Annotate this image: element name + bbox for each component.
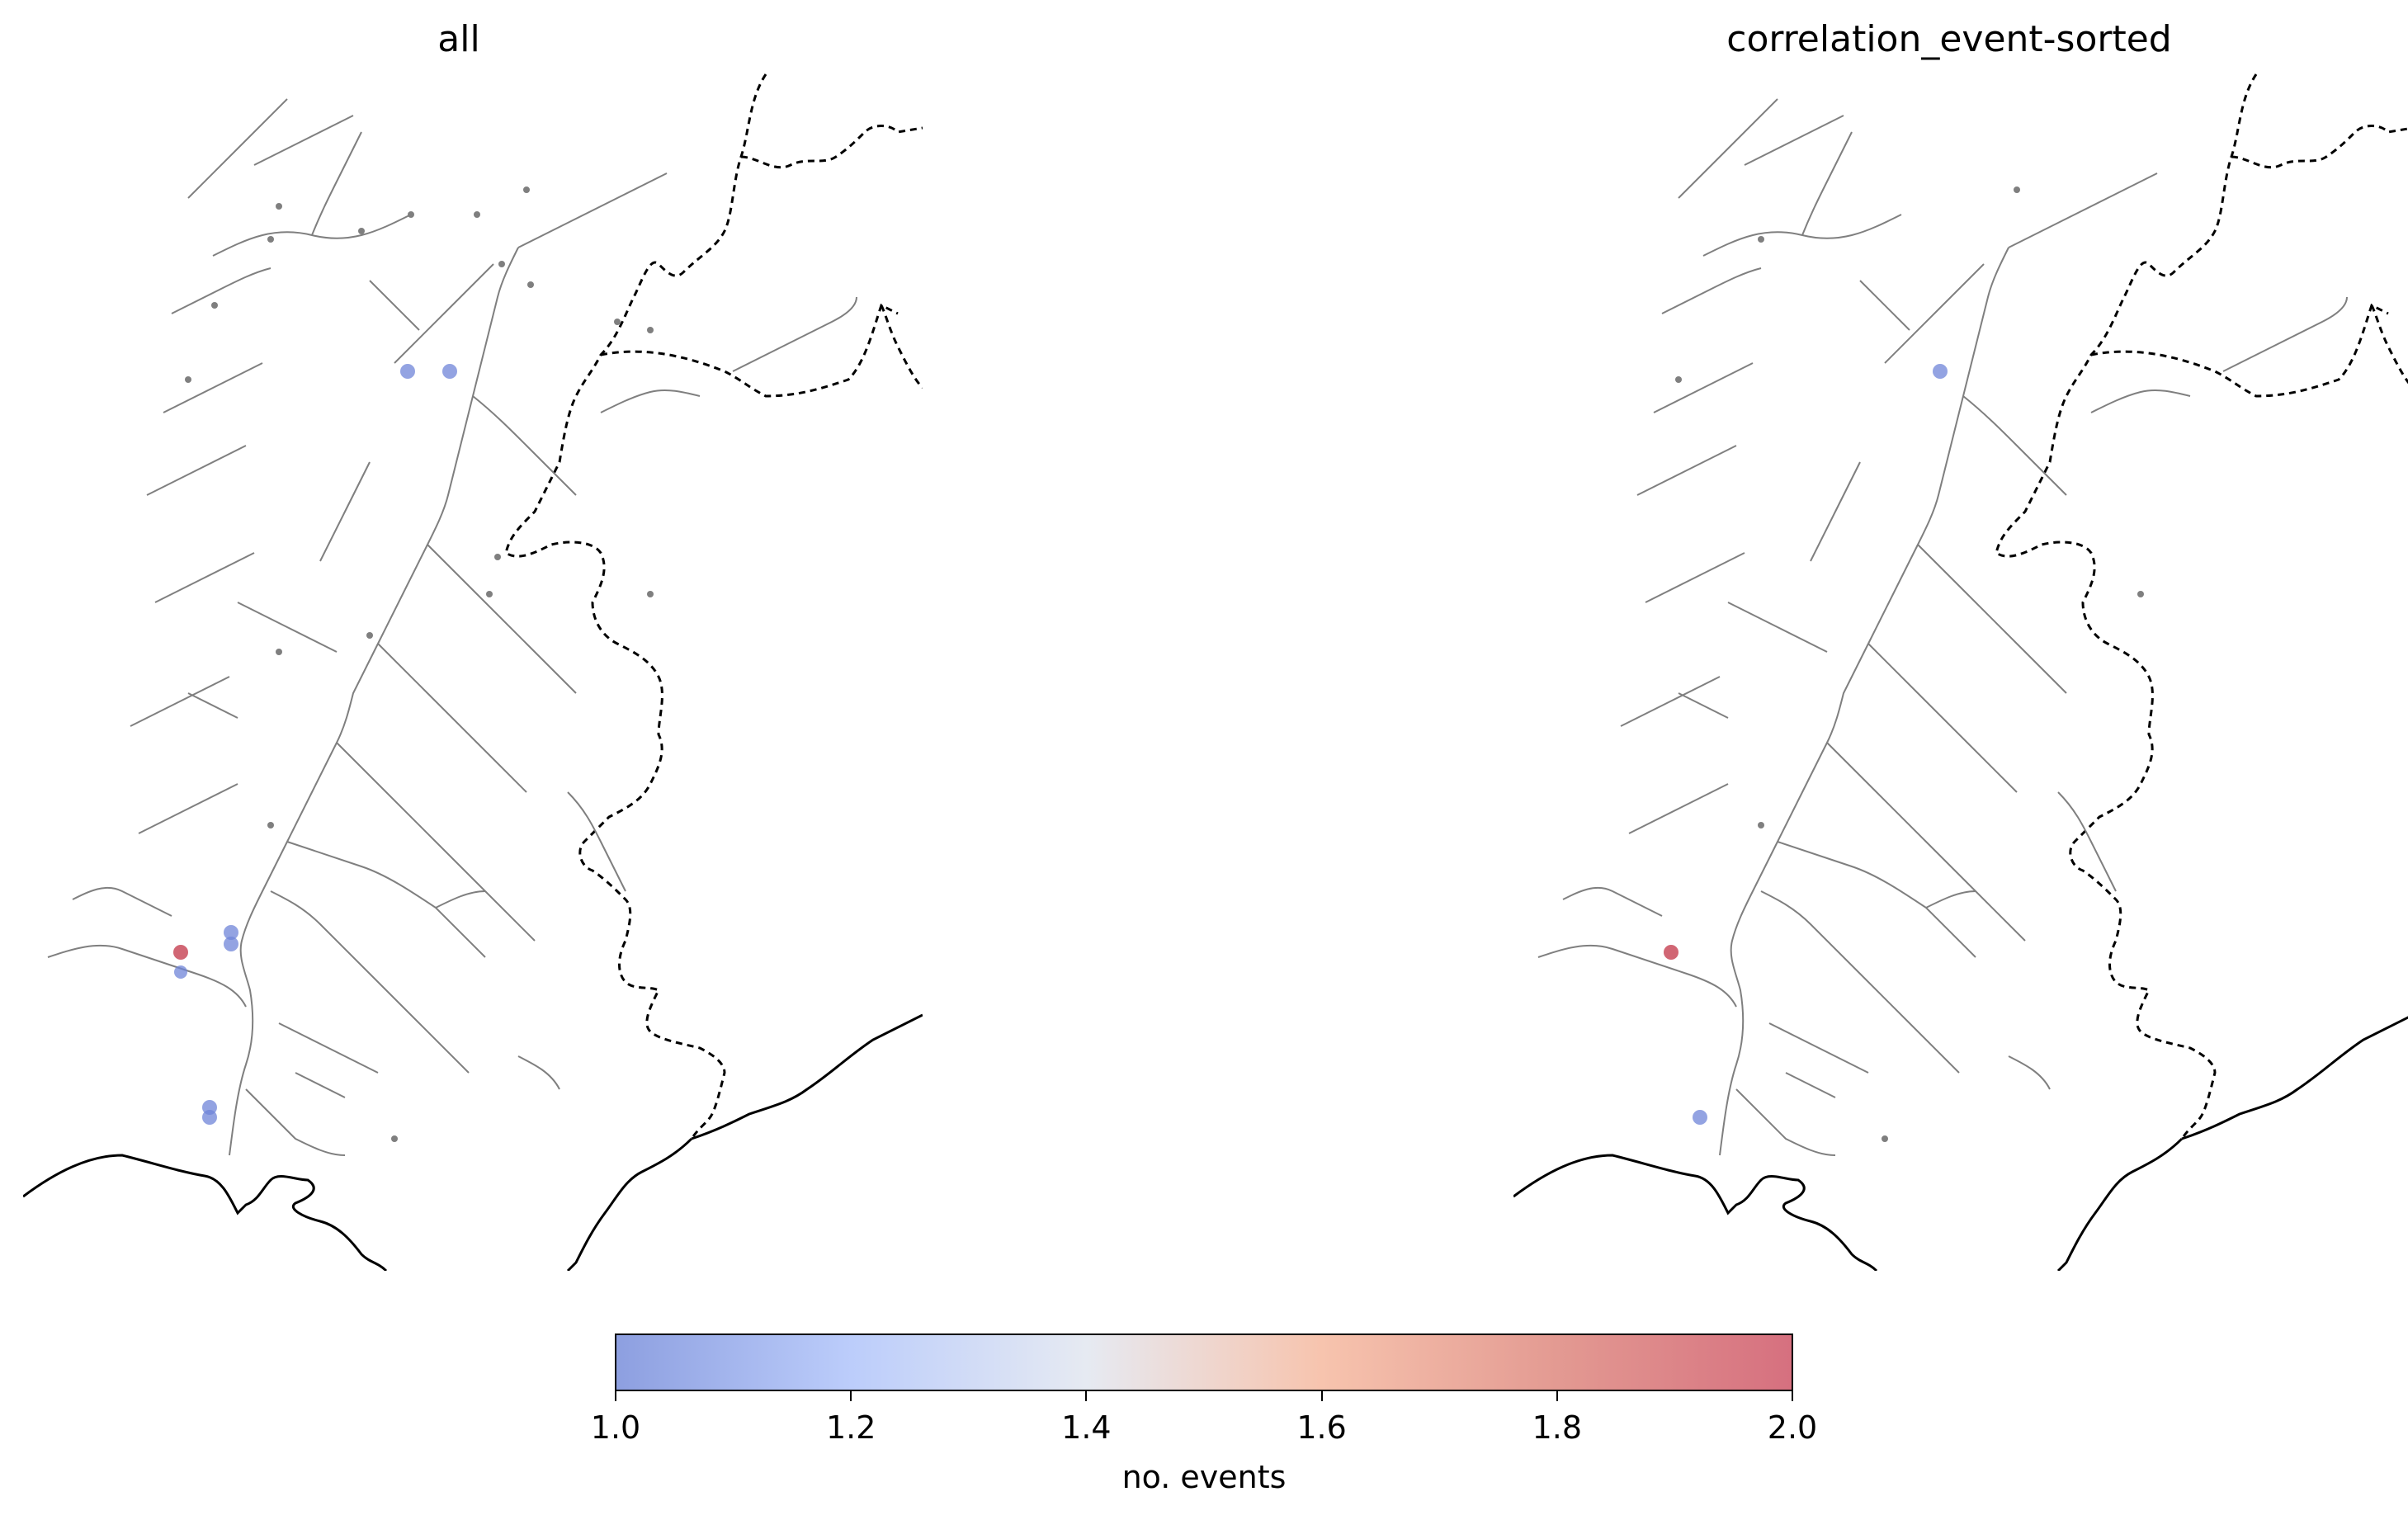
colorbar-tick-label: 1.2	[825, 1409, 876, 1446]
colorbar-tick-label: 1.6	[1296, 1409, 1347, 1446]
map-all	[23, 73, 923, 1271]
map-correlation-event-sorted	[1513, 73, 2408, 1271]
colorbar-tick	[1792, 1391, 1793, 1401]
gauge-stations	[185, 186, 654, 1142]
colorbar-tick-label: 2.0	[1767, 1409, 1818, 1446]
colorbar-tick	[1085, 1391, 1088, 1401]
event-sites	[1664, 364, 1948, 1125]
colorbar-tick-label: 1.8	[1532, 1409, 1583, 1446]
rivers	[1537, 98, 2348, 1156]
panel-title-correlation: correlation_event-sorted	[1726, 18, 2172, 60]
colorbar-tick	[1556, 1391, 1558, 1401]
colorbar-label: no. events	[1121, 1459, 1287, 1495]
panel-title-all: all	[437, 18, 480, 60]
coastline	[1513, 1016, 2408, 1271]
rivers	[47, 98, 857, 1156]
international-border	[504, 73, 923, 1140]
colorbar-tick	[615, 1391, 616, 1401]
colorbar-tick	[850, 1391, 852, 1401]
colorbar-tick-label: 1.4	[1061, 1409, 1112, 1446]
international-border	[1995, 73, 2408, 1140]
colorbar-tick-label: 1.0	[590, 1409, 641, 1446]
colorbar-tick	[1320, 1391, 1323, 1401]
event-sites	[173, 364, 457, 1125]
colorbar	[615, 1334, 1793, 1391]
gauge-stations	[1675, 186, 2144, 1142]
coastline	[23, 1013, 923, 1271]
